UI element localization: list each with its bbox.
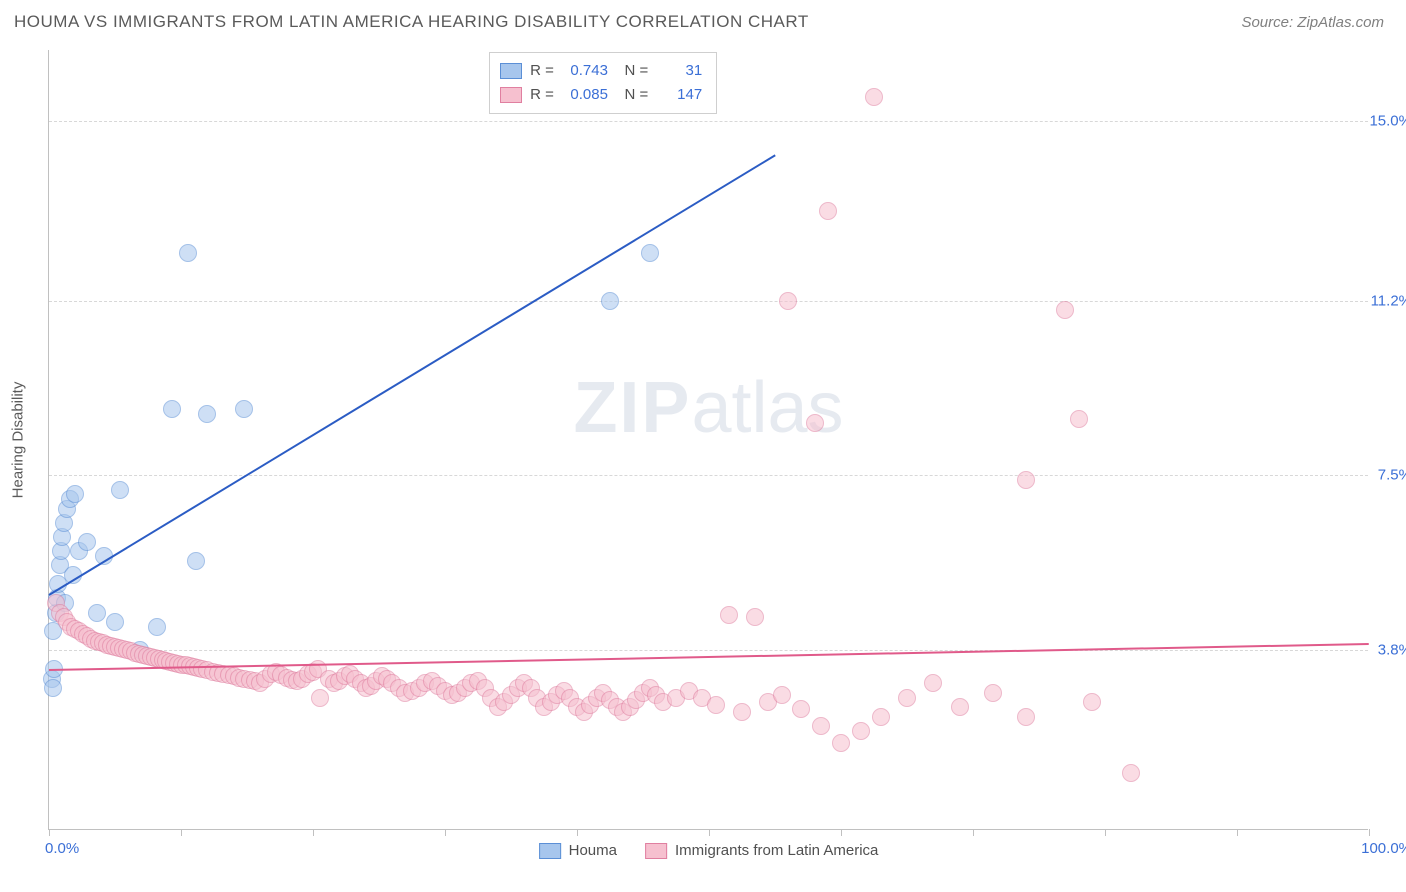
data-point bbox=[163, 400, 181, 418]
data-point bbox=[78, 533, 96, 551]
data-point bbox=[806, 414, 824, 432]
x-tick bbox=[445, 829, 446, 836]
data-point bbox=[865, 88, 883, 106]
data-point bbox=[1017, 708, 1035, 726]
legend-n-value: 147 bbox=[652, 83, 702, 107]
data-point bbox=[707, 696, 725, 714]
correlation-legend: R =0.743 N =31 R =0.085 N =147 bbox=[489, 52, 717, 114]
x-start-label: 0.0% bbox=[45, 840, 79, 857]
x-tick bbox=[841, 829, 842, 836]
x-end-label: 100.0% bbox=[1361, 840, 1406, 857]
y-axis-label: Hearing Disability bbox=[10, 382, 27, 499]
legend-n-label: N = bbox=[612, 83, 648, 107]
legend-n-label: N = bbox=[612, 59, 648, 83]
y-tick-label: 7.5% bbox=[1378, 467, 1406, 484]
x-tick bbox=[313, 829, 314, 836]
legend-item: Houma bbox=[539, 842, 617, 859]
trend-line bbox=[48, 154, 775, 595]
data-point bbox=[872, 708, 890, 726]
legend-swatch bbox=[500, 87, 522, 103]
data-point bbox=[311, 689, 329, 707]
data-point bbox=[951, 698, 969, 716]
legend-row: R =0.085 N =147 bbox=[500, 83, 702, 107]
data-point bbox=[66, 485, 84, 503]
trend-line bbox=[49, 643, 1369, 671]
legend-r-value: 0.743 bbox=[558, 59, 608, 83]
data-point bbox=[819, 202, 837, 220]
x-tick bbox=[973, 829, 974, 836]
legend-r-label: R = bbox=[526, 83, 554, 107]
data-point bbox=[1056, 301, 1074, 319]
data-point bbox=[641, 244, 659, 262]
legend-swatch bbox=[645, 843, 667, 859]
series-legend: Houma Immigrants from Latin America bbox=[539, 842, 879, 859]
legend-row: R =0.743 N =31 bbox=[500, 59, 702, 83]
y-tick-label: 11.2% bbox=[1371, 292, 1406, 309]
data-point bbox=[179, 244, 197, 262]
data-point bbox=[1122, 764, 1140, 782]
gridline bbox=[49, 121, 1368, 122]
legend-item: Immigrants from Latin America bbox=[645, 842, 878, 859]
chart-area: Hearing Disability ZIPatlas 3.8%7.5%11.2… bbox=[48, 50, 1368, 830]
data-point bbox=[984, 684, 1002, 702]
legend-swatch bbox=[500, 63, 522, 79]
data-point bbox=[792, 700, 810, 718]
watermark-zip: ZIP bbox=[573, 368, 691, 448]
data-point bbox=[779, 292, 797, 310]
legend-r-value: 0.085 bbox=[558, 83, 608, 107]
data-point bbox=[773, 686, 791, 704]
watermark: ZIPatlas bbox=[573, 367, 843, 449]
legend-series-name: Houma bbox=[569, 842, 617, 859]
legend-n-value: 31 bbox=[652, 59, 702, 83]
data-point bbox=[601, 292, 619, 310]
data-point bbox=[44, 679, 62, 697]
watermark-atlas: atlas bbox=[691, 368, 843, 448]
legend-series-name: Immigrants from Latin America bbox=[675, 842, 878, 859]
x-tick bbox=[577, 829, 578, 836]
scatter-plot: ZIPatlas 3.8%7.5%11.2%15.0%0.0%100.0% R … bbox=[48, 50, 1368, 830]
x-tick bbox=[49, 829, 50, 836]
gridline bbox=[49, 650, 1368, 651]
data-point bbox=[898, 689, 916, 707]
data-point bbox=[111, 481, 129, 499]
data-point bbox=[198, 405, 216, 423]
data-point bbox=[720, 606, 738, 624]
x-tick bbox=[1369, 829, 1370, 836]
x-tick bbox=[1105, 829, 1106, 836]
x-tick bbox=[709, 829, 710, 836]
data-point bbox=[187, 552, 205, 570]
data-point bbox=[1083, 693, 1101, 711]
x-tick bbox=[181, 829, 182, 836]
legend-swatch bbox=[539, 843, 561, 859]
data-point bbox=[832, 734, 850, 752]
y-tick-label: 3.8% bbox=[1378, 642, 1406, 659]
data-point bbox=[924, 674, 942, 692]
y-tick-label: 15.0% bbox=[1369, 112, 1406, 129]
data-point bbox=[148, 618, 166, 636]
data-point bbox=[852, 722, 870, 740]
data-point bbox=[1070, 410, 1088, 428]
data-point bbox=[812, 717, 830, 735]
data-point bbox=[733, 703, 751, 721]
data-point bbox=[106, 613, 124, 631]
data-point bbox=[235, 400, 253, 418]
source-attribution: Source: ZipAtlas.com bbox=[1241, 14, 1384, 31]
data-point bbox=[746, 608, 764, 626]
chart-title: HOUMA VS IMMIGRANTS FROM LATIN AMERICA H… bbox=[14, 12, 809, 32]
x-tick bbox=[1237, 829, 1238, 836]
legend-r-label: R = bbox=[526, 59, 554, 83]
data-point bbox=[1017, 471, 1035, 489]
data-point bbox=[88, 604, 106, 622]
gridline bbox=[49, 301, 1368, 302]
